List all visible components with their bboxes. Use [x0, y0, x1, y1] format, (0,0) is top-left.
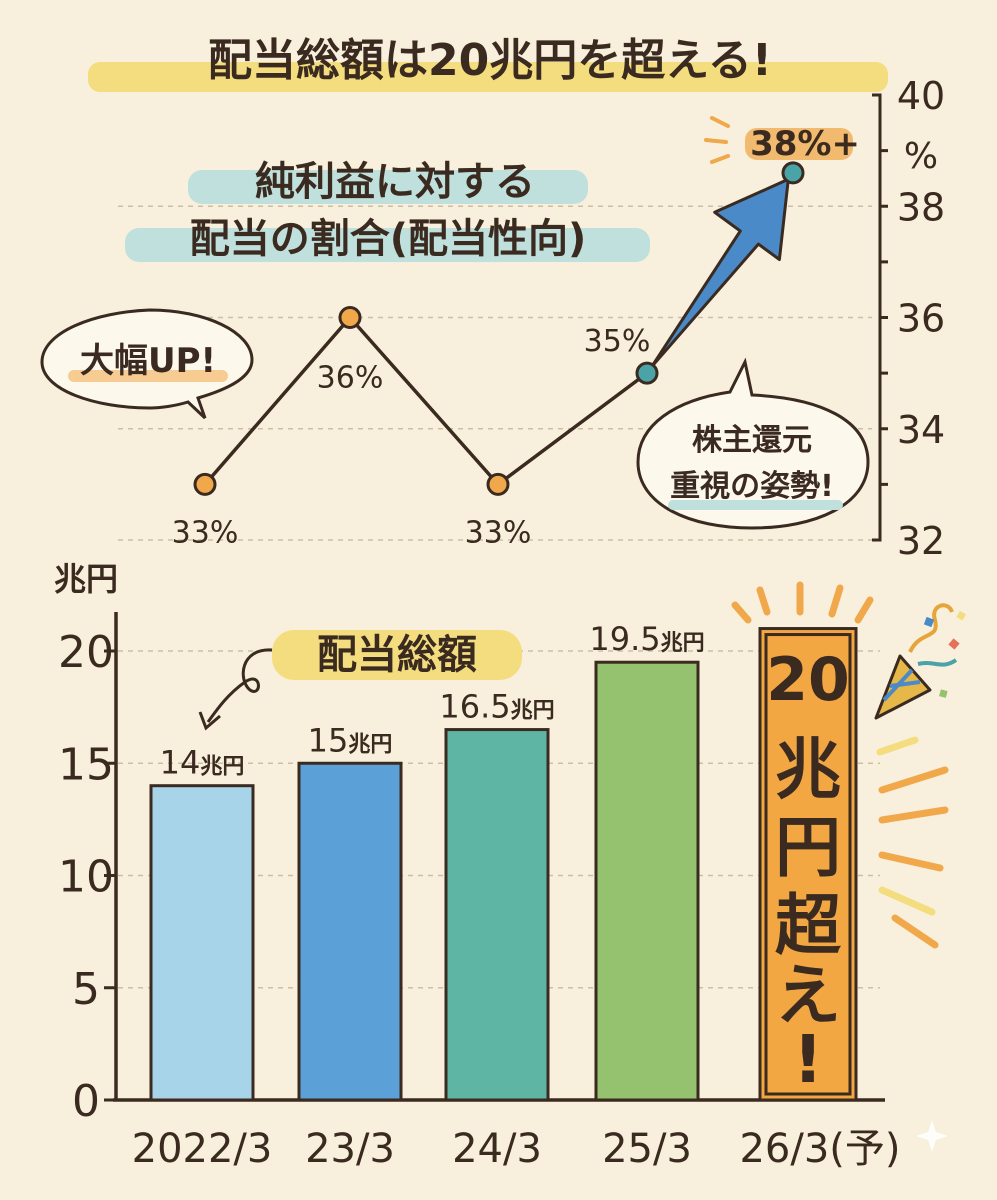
confetti-streamer-1 — [908, 603, 954, 653]
confetti-piece-3 — [939, 689, 948, 698]
line-y-tick-labels: 32 34 36 38 40 — [897, 74, 945, 563]
line-data-point — [193, 472, 217, 496]
burst-line — [710, 116, 730, 128]
bar-value-label: 16.5兆円 — [439, 688, 554, 726]
bar-title-highlight — [272, 630, 522, 680]
bar-value-labels: 14兆円 15兆円 16.5兆円 19.5兆円 — [160, 620, 705, 781]
highlight-bar-char: 兆 — [775, 731, 841, 808]
x-axis-tick-label: 26/3(予) — [739, 1126, 900, 1172]
bar — [444, 728, 550, 1102]
line-y-axis — [872, 93, 888, 542]
x-axis-tick-label: 25/3 — [602, 1126, 692, 1172]
bar — [758, 627, 858, 1102]
burst-line — [710, 154, 730, 164]
sparkle-icon — [916, 1120, 948, 1152]
line-value-label: 33% — [172, 515, 239, 550]
line-data-point — [486, 472, 510, 496]
line-value-label: 36% — [317, 361, 384, 396]
highlight-bar-char: 円 — [775, 809, 841, 886]
line-value-label: 33% — [465, 515, 532, 550]
burst-line — [704, 138, 728, 144]
line-y-tick-label: 40 — [897, 74, 945, 118]
line-chart-title-line-1: 純利益に対する — [255, 159, 535, 205]
line-data-point — [635, 361, 659, 385]
bar-value-label: 19.5兆円 — [589, 620, 704, 658]
bar — [149, 784, 255, 1102]
bar-y-unit-label: 兆円 — [54, 560, 118, 598]
bubble-right-shape — [636, 357, 870, 530]
line-title-highlight-2 — [125, 228, 650, 262]
bubble-right-text-line-1: 株主還元 — [692, 423, 812, 458]
bar-inner-frame — [764, 633, 852, 1096]
party-popper-icon — [874, 603, 966, 720]
bar-chart-title: 配当総額 — [317, 632, 477, 678]
x-axis-tick-label: 2022/3 — [132, 1126, 273, 1172]
line-chart-value-labels: 33% 36% 33% 35% 38%+ — [172, 124, 860, 550]
line-value-label-highlight: 38%+ — [750, 124, 860, 164]
rising-arrow-icon — [650, 177, 790, 369]
line-y-axis-line — [872, 93, 888, 542]
bubble-left: 大幅UP! — [40, 308, 254, 420]
line-y-tick-label: 36 — [897, 297, 945, 341]
bar-series — [149, 627, 858, 1102]
party-popper-stripes — [882, 668, 921, 702]
confetti-piece-4 — [956, 610, 966, 621]
line-y-tick-label: 34 — [897, 408, 945, 452]
highlight-bar-char: ! — [793, 1021, 823, 1098]
line-y-tick-label: 38 — [897, 185, 945, 229]
bar-y-tick-labels: 0 5 10 15 20 — [58, 627, 116, 1127]
line-title-highlight-1 — [188, 170, 588, 204]
page-title: 配当総額は20兆円を超える! — [208, 35, 772, 86]
bar-y-tick-label: 10 — [58, 852, 114, 903]
bubble-left-text: 大幅UP! — [80, 341, 216, 381]
x-axis-tick-label: 24/3 — [452, 1126, 542, 1172]
line-y-tick-label: 32 — [897, 519, 945, 563]
x-axis-tick-label: 23/3 — [305, 1126, 395, 1172]
x-axis-tick-labels: 2022/3 23/3 24/3 25/3 26/3(予) — [132, 1126, 901, 1172]
party-popper-cone — [874, 654, 932, 720]
celebration-rays-icon — [731, 581, 949, 949]
bubble-right-text-line-2: 重視の姿勢! — [670, 469, 834, 504]
highlight-bar-char: 超 — [775, 887, 842, 964]
bar — [297, 761, 403, 1102]
payout-ratio-line — [203, 314, 649, 487]
bar-y-tick-label: 0 — [72, 1076, 100, 1127]
bubble-left-underline — [68, 370, 228, 382]
bar-y-tick-label: 5 — [72, 964, 100, 1015]
title-group: 配当総額は20兆円を超える! — [88, 35, 888, 92]
line-data-point — [338, 306, 362, 329]
bar-title-group: 配当総額 — [198, 630, 522, 731]
bar-y-tick-label: 20 — [58, 627, 114, 678]
bubble-left-shape — [40, 308, 254, 420]
line-value-label: 35% — [584, 324, 651, 359]
bar-value-label: 15兆円 — [308, 721, 393, 759]
confetti-piece-2 — [948, 638, 960, 650]
bar — [594, 660, 700, 1102]
line-chart-title-line-2: 配当の割合(配当性向) — [190, 216, 587, 262]
line-y-unit-label: % — [904, 136, 938, 177]
highlight-bar-char: え — [775, 957, 841, 1034]
confetti-piece-1 — [923, 616, 935, 628]
line-data-point — [781, 161, 805, 185]
line-chart-points — [193, 161, 805, 496]
title-highlight — [88, 62, 888, 92]
highlight-bar-char: 20 — [766, 645, 850, 715]
bar-value-label: 14兆円 — [160, 744, 245, 782]
pointer-curve-icon — [206, 648, 273, 723]
last-label-highlight — [745, 128, 853, 160]
bar-y-tick-label: 15 — [58, 739, 114, 790]
confetti-streamer-2 — [917, 658, 958, 667]
pointer-arrowhead-icon — [198, 711, 221, 731]
bubble-right: 株主還元 重視の姿勢! — [636, 357, 870, 530]
line-chart-title-group: 純利益に対する 配当の割合(配当性向) — [125, 159, 650, 262]
burst-lines-icon — [704, 116, 730, 164]
bubble-right-underline — [668, 500, 843, 510]
